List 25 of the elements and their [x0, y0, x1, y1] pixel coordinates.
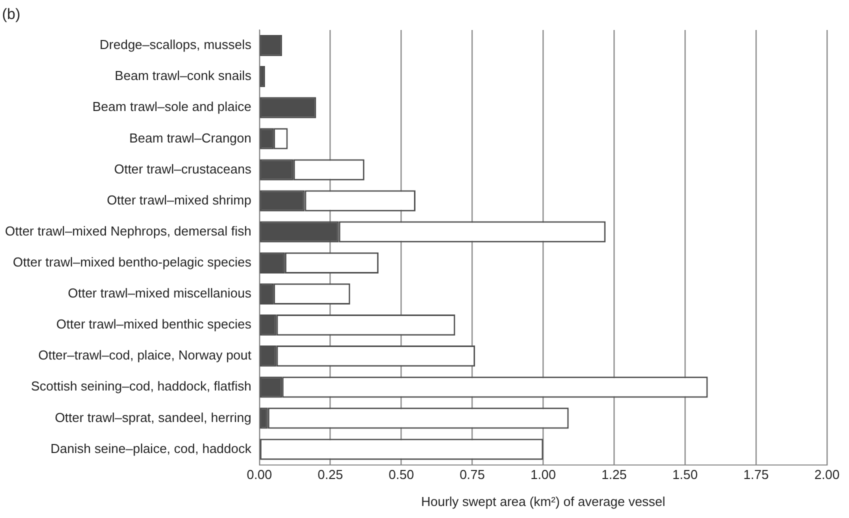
x-tick-label: 1.50 — [672, 467, 698, 482]
y-tick-label: Danish seine–plaice, cod, haddock — [50, 440, 252, 456]
y-tick-label: Otter trawl–mixed benthic species — [56, 316, 252, 332]
y-tick-label: Otter trawl–mixed bentho-pelagic species — [12, 254, 252, 270]
x-tick-label: 1.25 — [601, 467, 627, 482]
x-tick-label: 1.75 — [743, 467, 769, 482]
x-tick-label: 0.00 — [246, 467, 272, 482]
y-tick-label: Beam trawl–sole and plaice — [92, 99, 252, 114]
y-tick-label: Beam trawl–Crangon — [129, 130, 252, 146]
y-tick-label: Otter trawl–mixed miscellanious — [68, 286, 252, 301]
x-tick-label: 0.25 — [318, 467, 343, 482]
x-axis-title: Hourly swept area (km²) of average vessel — [421, 494, 666, 509]
y-tick-label: Otter trawl–mixed Nephrops, demersal fish — [4, 223, 252, 238]
y-tick-label: Otter trawl–crustaceans — [114, 161, 252, 176]
y-tick-label: Otter–trawl–cod, plaice, Norway pout — [38, 348, 252, 363]
x-tick-label: 0.75 — [460, 467, 485, 482]
y-tick-label: Scottish seining–cod, haddock, flatfish — [30, 378, 252, 394]
y-tick-label: Dredge–scallops, mussels — [100, 37, 252, 52]
x-tick-label: 1.00 — [530, 467, 556, 482]
y-tick-label: Beam trawl–conk snails — [114, 68, 252, 84]
y-tick-label: Otter trawl–mixed shrimp — [106, 192, 252, 208]
text: (b) — [2, 6, 20, 24]
x-tick-label: 0.50 — [388, 467, 414, 482]
x-tick-label: 2.00 — [814, 467, 840, 482]
y-tick-label: Otter trawl–sprat, sandeel, herring — [54, 410, 252, 425]
